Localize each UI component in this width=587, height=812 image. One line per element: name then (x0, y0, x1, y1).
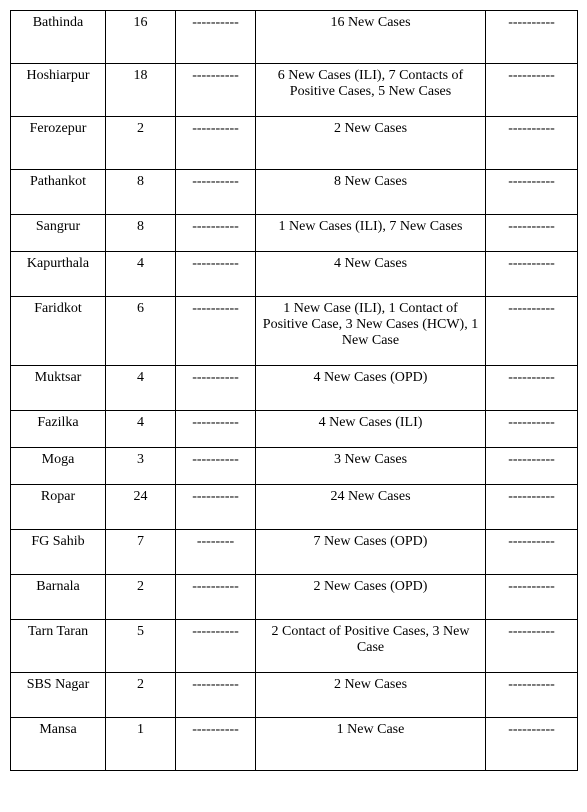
district-cell: FG Sahib (11, 530, 106, 575)
table-row: Mansa1----------1 New Case---------- (11, 718, 578, 771)
table-row: SBS Nagar2----------2 New Cases---------… (11, 673, 578, 718)
count-cell: 2 (106, 575, 176, 620)
count-cell: 2 (106, 673, 176, 718)
details-cell: 3 New Cases (256, 448, 486, 485)
details-cell: 24 New Cases (256, 485, 486, 530)
details-cell: 16 New Cases (256, 11, 486, 64)
count-cell: 8 (106, 170, 176, 215)
blank-cell: ---------- (176, 411, 256, 448)
details-cell: 1 New Case (256, 718, 486, 771)
count-cell: 2 (106, 117, 176, 170)
blank-cell: ---------- (486, 215, 578, 252)
blank-cell: ---------- (486, 485, 578, 530)
district-cell: Fazilka (11, 411, 106, 448)
table-row: Moga3----------3 New Cases---------- (11, 448, 578, 485)
blank-cell: ---------- (176, 718, 256, 771)
count-cell: 1 (106, 718, 176, 771)
blank-cell: ---------- (176, 297, 256, 366)
district-cell: Mansa (11, 718, 106, 771)
blank-cell: ---------- (176, 215, 256, 252)
blank-cell: ---------- (486, 620, 578, 673)
count-cell: 5 (106, 620, 176, 673)
blank-cell: ---------- (176, 11, 256, 64)
table-row: FG Sahib7--------7 New Cases (OPD)------… (11, 530, 578, 575)
district-cell: Barnala (11, 575, 106, 620)
blank-cell: ---------- (176, 575, 256, 620)
blank-cell: ---------- (486, 297, 578, 366)
cases-table-body: Bathinda16----------16 New Cases--------… (11, 11, 578, 771)
details-cell: 8 New Cases (256, 170, 486, 215)
details-cell: 2 Contact of Positive Cases, 3 New Case (256, 620, 486, 673)
count-cell: 24 (106, 485, 176, 530)
details-cell: 6 New Cases (ILI), 7 Contacts of Positiv… (256, 64, 486, 117)
district-cell: Ferozepur (11, 117, 106, 170)
blank-cell: ---------- (486, 366, 578, 411)
district-cell: Bathinda (11, 11, 106, 64)
blank-cell: ---------- (176, 485, 256, 530)
blank-cell: ---------- (176, 64, 256, 117)
table-row: Fazilka4----------4 New Cases (ILI)-----… (11, 411, 578, 448)
blank-cell: ---------- (176, 620, 256, 673)
count-cell: 3 (106, 448, 176, 485)
blank-cell: ---------- (176, 366, 256, 411)
table-row: Faridkot6----------1 New Case (ILI), 1 C… (11, 297, 578, 366)
table-row: Kapurthala4----------4 New Cases--------… (11, 252, 578, 297)
count-cell: 6 (106, 297, 176, 366)
district-cell: Muktsar (11, 366, 106, 411)
blank-cell: ---------- (486, 411, 578, 448)
table-row: Bathinda16----------16 New Cases--------… (11, 11, 578, 64)
blank-cell: ---------- (176, 252, 256, 297)
count-cell: 4 (106, 366, 176, 411)
details-cell: 1 New Cases (ILI), 7 New Cases (256, 215, 486, 252)
details-cell: 4 New Cases (256, 252, 486, 297)
table-row: Ferozepur2----------2 New Cases---------… (11, 117, 578, 170)
details-cell: 1 New Case (ILI), 1 Contact of Positive … (256, 297, 486, 366)
district-cell: Hoshiarpur (11, 64, 106, 117)
count-cell: 16 (106, 11, 176, 64)
blank-cell: ---------- (486, 252, 578, 297)
district-cell: Kapurthala (11, 252, 106, 297)
district-cell: Moga (11, 448, 106, 485)
table-row: Ropar24----------24 New Cases---------- (11, 485, 578, 530)
blank-cell: ---------- (486, 448, 578, 485)
blank-cell: ---------- (486, 170, 578, 215)
count-cell: 7 (106, 530, 176, 575)
district-cell: SBS Nagar (11, 673, 106, 718)
blank-cell: ---------- (486, 575, 578, 620)
details-cell: 4 New Cases (ILI) (256, 411, 486, 448)
district-cell: Faridkot (11, 297, 106, 366)
details-cell: 7 New Cases (OPD) (256, 530, 486, 575)
table-row: Pathankot8----------8 New Cases---------… (11, 170, 578, 215)
blank-cell: ---------- (486, 530, 578, 575)
blank-cell: ---------- (176, 673, 256, 718)
district-cell: Tarn Taran (11, 620, 106, 673)
blank-cell: ---------- (486, 117, 578, 170)
district-cell: Pathankot (11, 170, 106, 215)
blank-cell: ---------- (176, 448, 256, 485)
table-row: Hoshiarpur18----------6 New Cases (ILI),… (11, 64, 578, 117)
blank-cell: ---------- (486, 673, 578, 718)
district-cell: Sangrur (11, 215, 106, 252)
details-cell: 2 New Cases (256, 673, 486, 718)
blank-cell: ---------- (486, 64, 578, 117)
count-cell: 4 (106, 252, 176, 297)
table-row: Sangrur8----------1 New Cases (ILI), 7 N… (11, 215, 578, 252)
cases-table: Bathinda16----------16 New Cases--------… (10, 10, 578, 771)
blank-cell: ---------- (486, 718, 578, 771)
table-row: Muktsar4----------4 New Cases (OPD)-----… (11, 366, 578, 411)
district-cell: Ropar (11, 485, 106, 530)
count-cell: 18 (106, 64, 176, 117)
details-cell: 4 New Cases (OPD) (256, 366, 486, 411)
count-cell: 8 (106, 215, 176, 252)
details-cell: 2 New Cases (256, 117, 486, 170)
table-row: Tarn Taran5----------2 Contact of Positi… (11, 620, 578, 673)
table-row: Barnala2----------2 New Cases (OPD)-----… (11, 575, 578, 620)
count-cell: 4 (106, 411, 176, 448)
blank-cell: ---------- (486, 11, 578, 64)
blank-cell: ---------- (176, 117, 256, 170)
details-cell: 2 New Cases (OPD) (256, 575, 486, 620)
blank-cell: ---------- (176, 170, 256, 215)
blank-cell: -------- (176, 530, 256, 575)
